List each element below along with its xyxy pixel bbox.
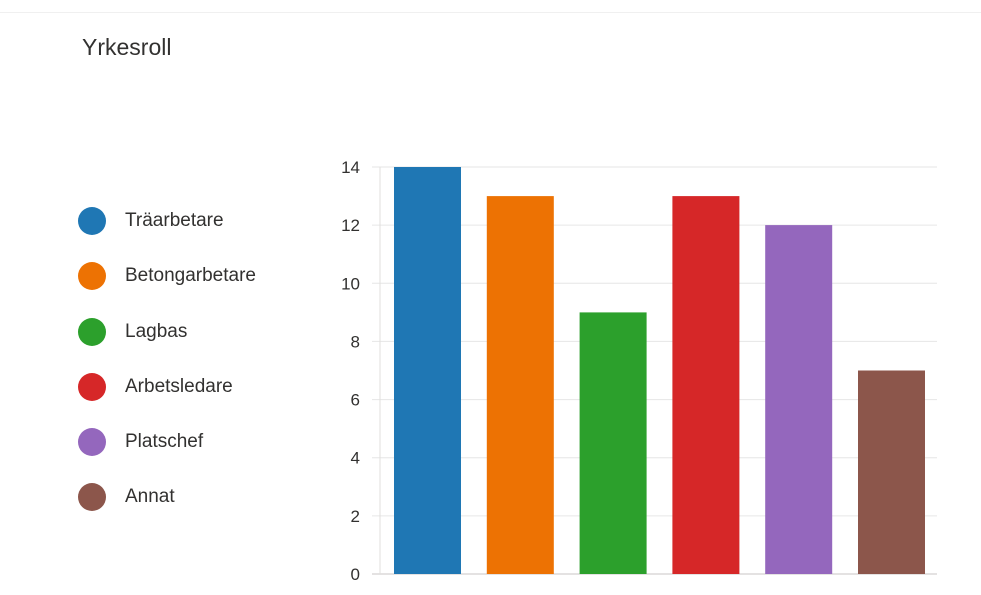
bar-2[interactable] (486, 196, 554, 574)
legend-item[interactable]: Betongarbetare (78, 262, 256, 317)
legend-label: Annat (125, 486, 175, 508)
y-tick-label: 4 (351, 449, 360, 468)
legend-swatch (78, 317, 106, 346)
bar-6[interactable] (858, 370, 925, 575)
top-divider (0, 12, 981, 13)
bar-1[interactable] (394, 167, 461, 574)
y-tick-label: 6 (351, 391, 360, 410)
legend-swatch (78, 483, 106, 512)
y-tick-label: 8 (351, 332, 360, 351)
chart-title: Yrkesroll (82, 34, 172, 60)
legend-swatch (78, 372, 106, 401)
chart-legend: Träarbetare Betongarbetare Lagbas Arbetsled… (78, 207, 256, 539)
legend-item[interactable]: Lagbas (78, 317, 256, 373)
bar-4[interactable] (672, 196, 740, 574)
legend-item[interactable]: Arbetsledare (78, 372, 256, 428)
legend-label: Platschef (125, 431, 204, 453)
y-tick-label: 2 (351, 507, 360, 526)
legend-label: Arbetsledare (125, 375, 233, 397)
bar-5[interactable] (765, 225, 833, 574)
legend-swatch (78, 262, 106, 291)
legend-swatch (78, 207, 106, 235)
y-tick-label: 12 (341, 216, 360, 235)
legend-item[interactable]: Platschef (78, 428, 256, 483)
legend-swatch (78, 428, 106, 457)
bar-3[interactable] (579, 312, 647, 574)
legend-label: Betongarbetare (125, 265, 256, 287)
legend-item[interactable]: Annat (78, 483, 256, 538)
y-tick-label: 10 (341, 274, 360, 293)
legend-item[interactable]: Träarbetare (78, 207, 256, 262)
y-tick-label: 14 (341, 158, 360, 177)
legend-label: Träarbetare (125, 210, 224, 231)
y-tick-label: 0 (351, 565, 360, 584)
legend-label: Lagbas (125, 320, 188, 342)
